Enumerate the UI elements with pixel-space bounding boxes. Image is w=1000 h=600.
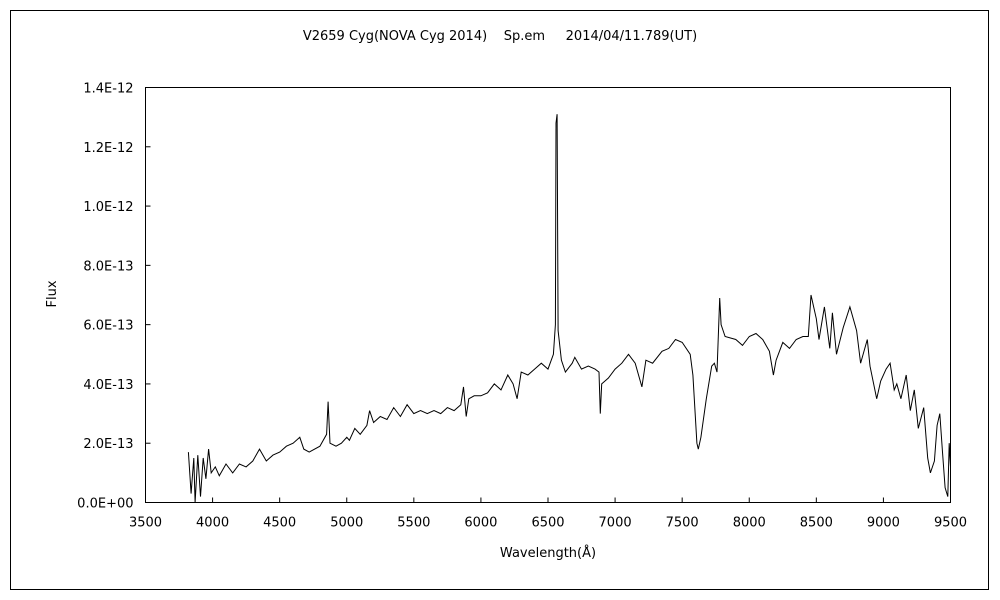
- y-tick-label: 2.0E-13: [83, 437, 133, 452]
- x-tick-label: 8500: [800, 516, 833, 531]
- y-tick-label: 1.2E-12: [83, 141, 133, 156]
- chart-frame: [10, 10, 989, 590]
- y-tick-label: 1.4E-12: [83, 82, 133, 97]
- y-tick-label: 0.0E+00: [77, 497, 133, 512]
- plot-area: [145, 87, 951, 503]
- y-tick-label: 1.0E-12: [83, 200, 133, 215]
- y-tick-label: 8.0E-13: [83, 259, 133, 274]
- x-tick-label: 4500: [263, 516, 296, 531]
- y-tick-label: 6.0E-13: [83, 319, 133, 334]
- x-tick-label: 7000: [599, 516, 632, 531]
- x-tick-label: 4000: [196, 516, 229, 531]
- x-tick-label: 9500: [934, 516, 967, 531]
- spectrum-line: [187, 114, 951, 503]
- x-tick-label: 3500: [129, 516, 162, 531]
- x-tick-label: 5500: [397, 516, 430, 531]
- x-tick-label: 9000: [867, 516, 900, 531]
- x-tick-label: 7500: [666, 516, 699, 531]
- x-axis-label: Wavelength(Å): [500, 545, 596, 561]
- x-tick-label: 8000: [733, 516, 766, 531]
- x-tick-label: 6000: [464, 516, 497, 531]
- x-tick-label: 6500: [531, 516, 564, 531]
- y-tick-label: 4.0E-13: [83, 378, 133, 393]
- chart-title: V2659 Cyg(NOVA Cyg 2014) Sp.em 2014/04/1…: [303, 29, 697, 44]
- x-tick-label: 5000: [330, 516, 363, 531]
- y-axis-label: Flux: [45, 280, 60, 307]
